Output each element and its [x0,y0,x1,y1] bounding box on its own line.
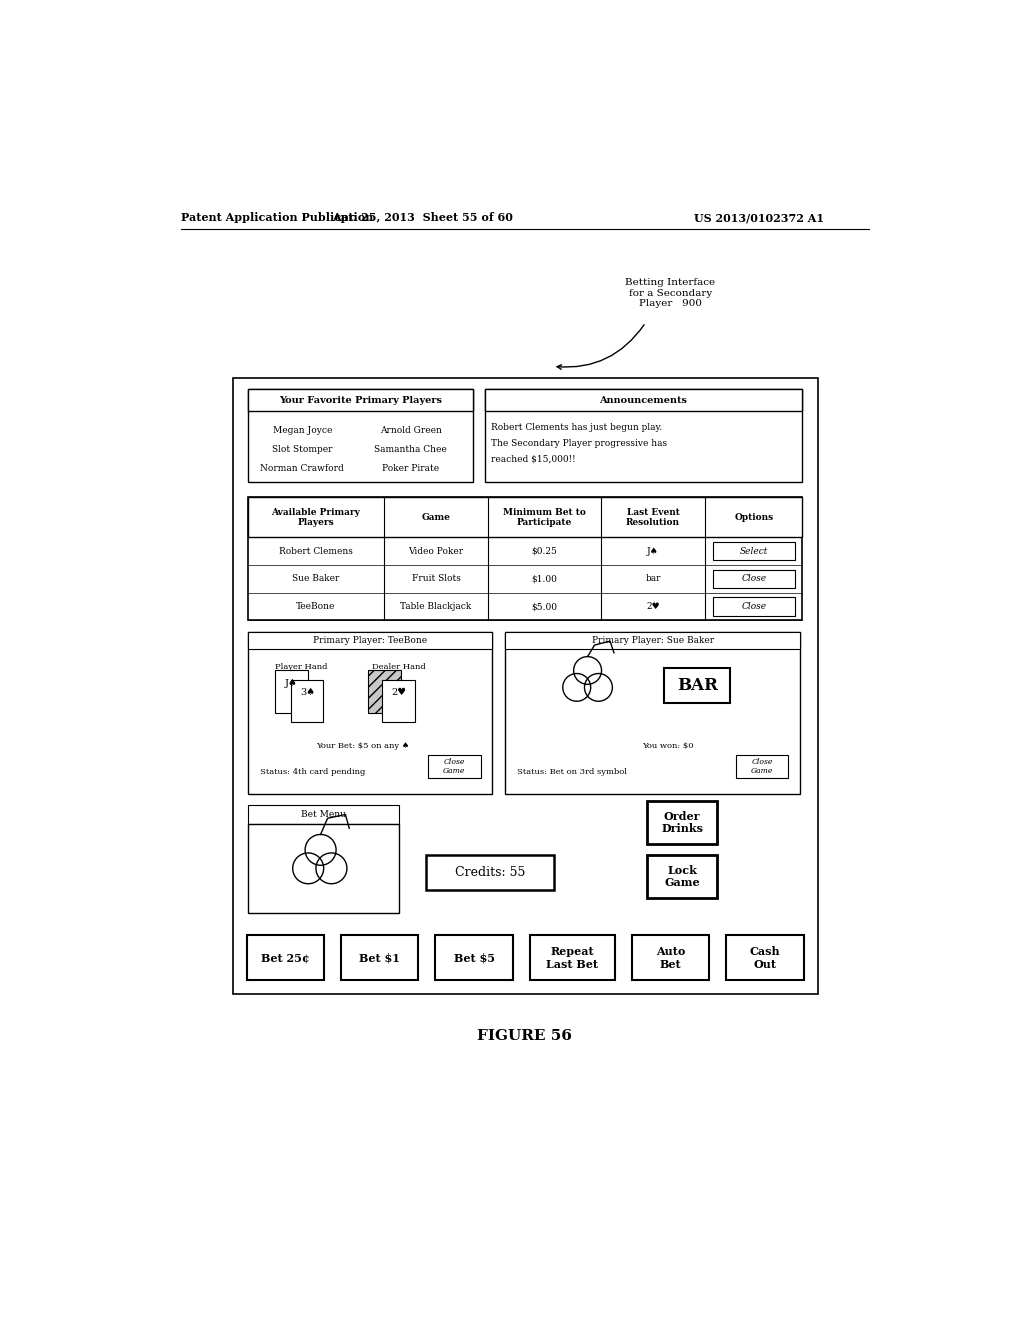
FancyBboxPatch shape [735,755,788,779]
Text: Status: Bet on 3rd symbol: Status: Bet on 3rd symbol [517,768,627,776]
Text: Minimum Bet to
Participate: Minimum Bet to Participate [503,507,586,527]
FancyBboxPatch shape [248,824,399,913]
FancyBboxPatch shape [232,378,818,994]
Text: Your Bet: $5 on any ♠: Your Bet: $5 on any ♠ [315,742,409,750]
Text: FIGURE 56: FIGURE 56 [477,1030,572,1043]
Text: Bet Menu: Bet Menu [301,810,346,818]
FancyBboxPatch shape [248,632,493,649]
FancyBboxPatch shape [484,389,802,482]
FancyBboxPatch shape [713,570,795,589]
Text: Player Hand: Player Hand [274,663,327,671]
FancyBboxPatch shape [665,668,730,702]
Text: Robert Clemens: Robert Clemens [279,546,353,556]
FancyBboxPatch shape [369,671,400,713]
Text: Slot Stomper: Slot Stomper [272,445,333,454]
Text: Primary Player: Sue Baker: Primary Player: Sue Baker [592,636,714,645]
Text: US 2013/0102372 A1: US 2013/0102372 A1 [693,213,823,223]
Text: J♠: J♠ [285,678,297,688]
Text: Sue Baker: Sue Baker [292,574,340,583]
Text: Lock
Game: Lock Game [665,865,700,888]
Text: Betting Interface
for a Secondary
Player   900: Betting Interface for a Secondary Player… [626,279,716,308]
Text: Samantha Chee: Samantha Chee [375,445,447,454]
FancyBboxPatch shape [247,936,324,979]
FancyBboxPatch shape [382,680,415,722]
Text: Patent Application Publication: Patent Application Publication [180,213,373,223]
Text: Your Favorite Primary Players: Your Favorite Primary Players [279,396,442,405]
FancyBboxPatch shape [275,671,308,713]
FancyBboxPatch shape [529,936,615,979]
Text: $0.25: $0.25 [531,546,557,556]
FancyBboxPatch shape [248,498,802,537]
Text: Options: Options [734,512,773,521]
FancyBboxPatch shape [248,389,473,482]
Text: Order
Drinks: Order Drinks [662,810,703,834]
Text: Primary Player: TeeBone: Primary Player: TeeBone [313,636,427,645]
Text: bar: bar [645,574,660,583]
FancyBboxPatch shape [713,543,795,561]
Text: Table Blackjack: Table Blackjack [400,602,472,611]
FancyBboxPatch shape [726,936,804,979]
FancyBboxPatch shape [341,936,419,979]
Text: Video Poker: Video Poker [409,546,464,556]
FancyBboxPatch shape [248,389,473,411]
FancyBboxPatch shape [248,805,399,824]
FancyBboxPatch shape [506,632,800,793]
Text: Game: Game [422,512,451,521]
Text: Announcements: Announcements [599,396,687,405]
Text: Bet $1: Bet $1 [359,952,400,964]
FancyBboxPatch shape [248,632,493,793]
Text: 3♠: 3♠ [300,688,315,697]
Text: Megan Joyce: Megan Joyce [272,426,332,434]
Text: Robert Clements has just begun play.: Robert Clements has just begun play. [490,424,662,433]
Text: Close
Game: Close Game [443,758,466,775]
Text: Cash
Out: Cash Out [750,945,780,970]
Text: Close: Close [741,574,766,583]
Text: Norman Crawford: Norman Crawford [260,465,344,473]
FancyBboxPatch shape [484,389,802,411]
Text: The Secondary Player progressive has: The Secondary Player progressive has [490,438,667,447]
Text: Repeat
Last Bet: Repeat Last Bet [547,945,598,970]
Text: Bet $5: Bet $5 [454,952,495,964]
Text: Apr. 25, 2013  Sheet 55 of 60: Apr. 25, 2013 Sheet 55 of 60 [332,213,513,223]
Text: J♠: J♠ [647,546,659,556]
Text: BAR: BAR [677,677,718,694]
FancyBboxPatch shape [435,936,513,979]
FancyBboxPatch shape [426,855,554,890]
FancyBboxPatch shape [647,801,717,843]
Text: Close: Close [741,602,766,611]
Text: $1.00: $1.00 [531,574,557,583]
Text: Fruit Slots: Fruit Slots [412,574,461,583]
Text: Arnold Green: Arnold Green [380,426,441,434]
FancyBboxPatch shape [248,498,802,620]
Text: Auto
Bet: Auto Bet [656,945,685,970]
FancyBboxPatch shape [291,680,324,722]
Text: TeeBone: TeeBone [296,602,336,611]
Text: Poker Pirate: Poker Pirate [382,465,439,473]
Text: Credits: 55: Credits: 55 [455,866,525,879]
Text: reached $15,000!!: reached $15,000!! [490,454,575,463]
FancyArrowPatch shape [557,325,644,370]
Text: Status: 4th card pending: Status: 4th card pending [260,768,366,776]
Text: Bet 25¢: Bet 25¢ [261,952,309,964]
Text: 2♥: 2♥ [391,688,407,697]
Text: Dealer Hand: Dealer Hand [373,663,426,671]
Text: Last Event
Resolution: Last Event Resolution [626,507,680,527]
FancyBboxPatch shape [506,632,800,649]
Text: Close
Game: Close Game [751,758,773,775]
FancyBboxPatch shape [632,936,710,979]
FancyBboxPatch shape [713,598,795,615]
FancyBboxPatch shape [647,855,717,898]
Text: Available Primary
Players: Available Primary Players [271,507,360,527]
Text: $5.00: $5.00 [531,602,557,611]
Text: You won: $0: You won: $0 [642,742,694,750]
Text: Select: Select [739,546,768,556]
Text: 2♥: 2♥ [646,602,659,611]
FancyBboxPatch shape [428,755,480,779]
